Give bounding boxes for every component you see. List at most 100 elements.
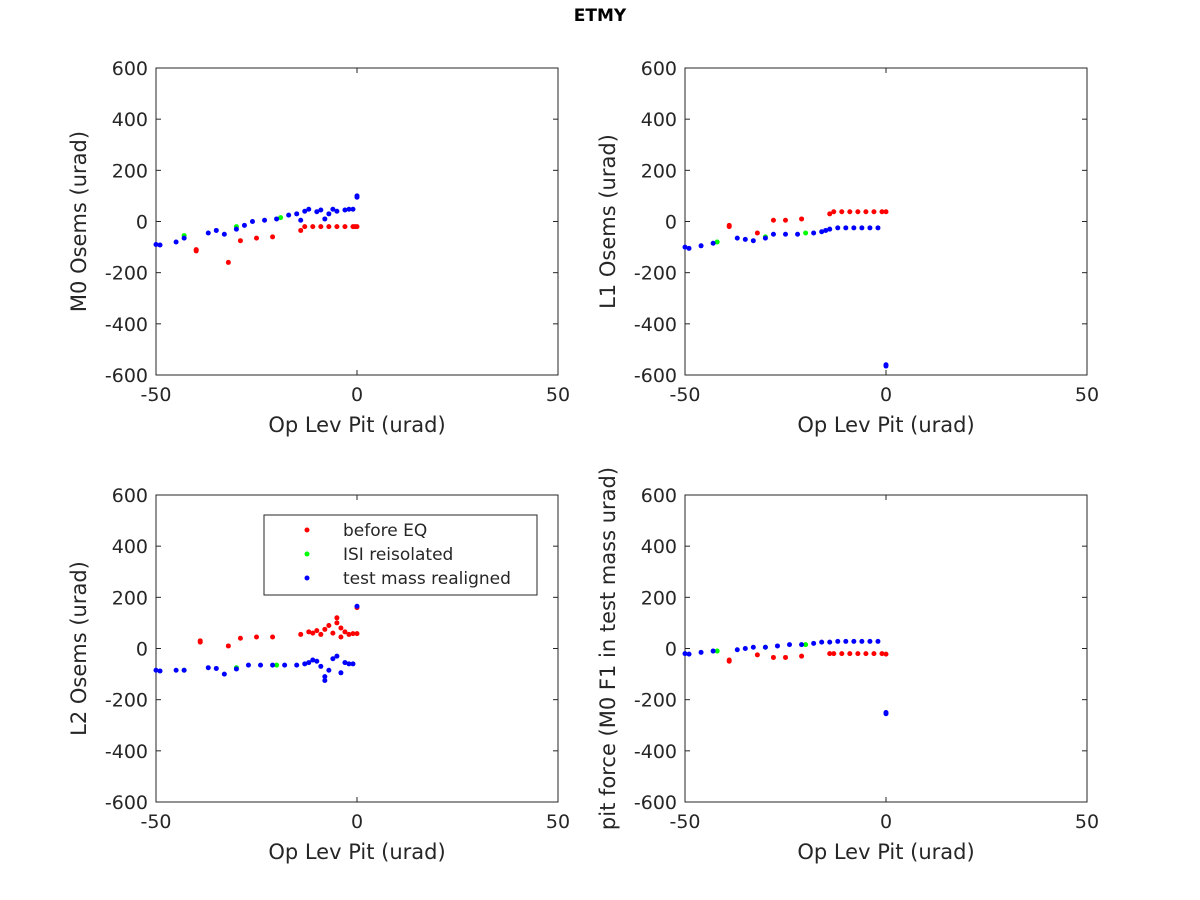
data-point	[254, 634, 259, 640]
y-tick-label: -400	[105, 741, 148, 763]
data-point	[787, 642, 793, 648]
x-tick-label: 50	[546, 811, 570, 833]
y-tick-label: -200	[105, 690, 148, 712]
data-point	[181, 667, 187, 673]
legend-label-isi-reisolated: ISI reisolated	[343, 545, 453, 565]
data-point	[298, 631, 304, 637]
y-axis-label: L1 Osems (urad)	[596, 134, 620, 309]
data-point	[326, 211, 332, 217]
data-point	[859, 225, 865, 231]
data-point	[827, 211, 833, 217]
data-point	[823, 227, 829, 233]
data-point	[863, 651, 869, 657]
data-point	[274, 216, 280, 222]
data-point	[835, 638, 841, 644]
data-point	[245, 662, 251, 668]
x-tick-label: 0	[880, 811, 892, 833]
legend-marker-isi-reisolated	[304, 551, 310, 557]
data-point	[237, 635, 243, 641]
legend-marker-before-eq	[304, 527, 310, 533]
data-point	[754, 652, 760, 658]
data-point	[350, 206, 356, 212]
series-before-eq	[726, 209, 889, 236]
data-point	[710, 240, 716, 246]
data-point	[879, 209, 885, 215]
series-before-eq	[726, 651, 889, 664]
data-point	[783, 217, 788, 223]
data-point	[734, 235, 740, 241]
data-point	[181, 235, 187, 241]
data-points	[153, 603, 360, 683]
axes-frame	[684, 67, 1088, 376]
data-point	[318, 224, 324, 230]
data-point	[330, 206, 336, 212]
y-tick-label: 400	[112, 109, 148, 131]
y-tick-label: 200	[112, 587, 148, 609]
y-tick-label: 0	[665, 639, 677, 661]
data-point	[843, 225, 849, 231]
data-point	[839, 651, 845, 657]
data-point	[783, 231, 788, 237]
data-point	[258, 662, 264, 668]
data-point	[750, 238, 756, 244]
data-point	[839, 209, 845, 215]
data-point	[682, 651, 688, 657]
x-tick-label: 50	[1075, 811, 1099, 833]
data-point	[334, 620, 340, 626]
axes-m0-osems: -50 0 50 -600 -400 -200 0 200 400 600 Op Lev Pit …	[67, 58, 570, 437]
data-point	[302, 224, 308, 230]
data-point	[302, 208, 308, 214]
y-tick-label: 400	[641, 536, 677, 558]
data-point	[233, 226, 239, 232]
x-tick-label: -50	[669, 811, 700, 833]
data-point	[851, 225, 857, 231]
data-point	[871, 209, 877, 215]
data-point	[698, 243, 704, 249]
y-tick-label: 200	[641, 587, 677, 609]
data-point	[855, 651, 861, 657]
data-point	[213, 665, 219, 671]
axes-l1-osems: -50 0 50 -600 -400 -200 0 200 400 600 Op Lev Pit …	[596, 58, 1099, 437]
data-point	[734, 647, 740, 653]
data-point	[334, 615, 340, 621]
y-tick-label: 200	[112, 160, 148, 182]
x-axis-label: Op Lev Pit (urad)	[797, 413, 974, 437]
data-point	[173, 667, 179, 673]
data-point	[254, 235, 259, 241]
data-point	[270, 634, 276, 640]
data-point	[742, 646, 748, 651]
x-tick-label: -50	[140, 384, 171, 406]
y-tick-label: 600	[112, 58, 148, 80]
y-tick-label: -400	[634, 741, 677, 763]
data-point	[342, 660, 348, 666]
data-point	[350, 631, 356, 637]
data-point	[354, 603, 360, 609]
data-point	[262, 217, 268, 223]
y-tick-label: 0	[665, 212, 677, 234]
data-point	[686, 245, 692, 251]
data-point	[334, 208, 340, 214]
data-points	[153, 193, 360, 265]
data-points	[682, 209, 889, 369]
y-tick-label: -600	[105, 365, 148, 387]
data-point	[714, 239, 720, 245]
data-point	[742, 236, 748, 242]
ticks: -50 0 50 -600 -400 -200 0 200 400 600	[105, 58, 570, 406]
data-point	[847, 651, 853, 657]
y-tick-label: 400	[112, 536, 148, 558]
data-point	[338, 634, 344, 640]
data-point	[213, 227, 219, 233]
axes-frame	[155, 67, 559, 376]
data-point	[770, 217, 776, 223]
series-test-mass-realigned	[153, 603, 360, 683]
data-point	[298, 227, 304, 233]
data-point	[326, 224, 332, 230]
data-point	[799, 653, 805, 659]
data-point	[863, 209, 869, 215]
x-tick-label: 0	[880, 384, 892, 406]
y-axis-label: M0 Osems (urad)	[67, 131, 91, 312]
data-point	[330, 656, 336, 662]
data-point	[346, 631, 352, 637]
data-point	[774, 643, 780, 649]
